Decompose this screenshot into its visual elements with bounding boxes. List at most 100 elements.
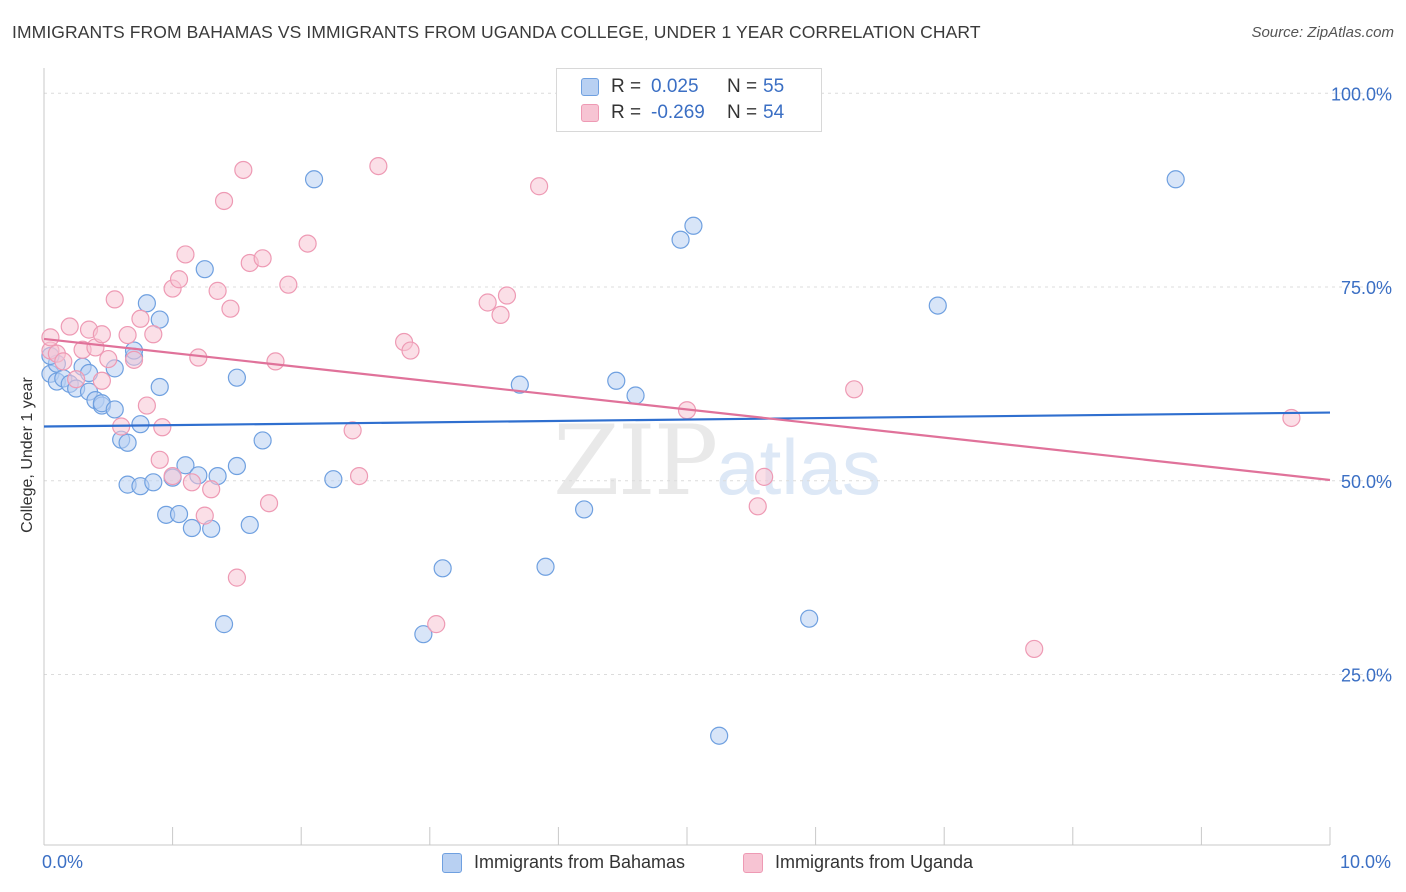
n-value: 55 bbox=[763, 76, 785, 97]
r-value: -0.269 bbox=[651, 102, 705, 123]
data-point-uganda bbox=[131, 309, 150, 328]
data-point-uganda bbox=[755, 467, 774, 486]
data-point-uganda bbox=[176, 245, 195, 264]
y-tick-label: 100.0% bbox=[1331, 84, 1392, 104]
data-point-bahamas bbox=[710, 726, 729, 745]
data-point-uganda bbox=[124, 350, 144, 369]
series-label-bahamas: Immigrants from Bahamas bbox=[474, 852, 686, 872]
data-point-uganda bbox=[60, 317, 79, 336]
data-point-uganda bbox=[67, 370, 86, 389]
data-point-bahamas bbox=[144, 473, 163, 492]
data-point-bahamas bbox=[214, 615, 234, 634]
data-point-bahamas bbox=[227, 368, 246, 387]
data-point-uganda bbox=[144, 325, 163, 344]
x-tick-label-min: 0.0% bbox=[42, 852, 84, 872]
data-point-bahamas bbox=[195, 260, 214, 279]
data-point-bahamas bbox=[607, 371, 626, 390]
data-point-uganda bbox=[41, 328, 60, 347]
data-point-bahamas bbox=[118, 433, 137, 452]
stats-legend-row-uganda: R = -0.269 N = 54 bbox=[581, 101, 784, 125]
data-point-bahamas bbox=[800, 609, 819, 628]
data-point-uganda bbox=[227, 568, 246, 587]
data-point-bahamas bbox=[928, 296, 947, 315]
stats-legend-row-bahamas: R = 0.025 N = 55 bbox=[581, 75, 784, 99]
r-label: R = bbox=[611, 76, 642, 97]
data-point-uganda bbox=[150, 450, 169, 469]
data-point-uganda bbox=[845, 380, 864, 399]
data-point-bahamas bbox=[253, 431, 272, 450]
data-point-bahamas bbox=[684, 216, 703, 235]
n-label: N = bbox=[727, 76, 758, 97]
data-point-uganda bbox=[298, 234, 317, 253]
data-point-uganda bbox=[118, 325, 137, 345]
y-tick-label: 75.0% bbox=[1341, 278, 1392, 298]
data-point-uganda bbox=[202, 480, 221, 499]
x-tick-label-max: 10.0% bbox=[1340, 852, 1392, 872]
data-point-bahamas bbox=[105, 400, 124, 419]
data-point-uganda bbox=[491, 305, 510, 324]
data-point-uganda bbox=[214, 191, 234, 211]
data-point-uganda bbox=[349, 467, 369, 486]
series-legend-item-uganda: Immigrants from Uganda bbox=[743, 852, 973, 873]
data-point-uganda bbox=[195, 506, 214, 525]
data-point-uganda bbox=[259, 494, 279, 513]
series-label-uganda: Immigrants from Uganda bbox=[775, 852, 974, 872]
data-point-bahamas bbox=[671, 230, 690, 249]
series-legend: Immigrants from Bahamas Immigrants from … bbox=[0, 852, 1406, 876]
legend-swatch-uganda bbox=[581, 104, 599, 122]
r-value: 0.025 bbox=[651, 76, 699, 97]
data-point-bahamas bbox=[131, 415, 150, 434]
watermark-zip: ZIP bbox=[553, 405, 718, 517]
data-point-uganda bbox=[279, 275, 298, 294]
data-point-uganda bbox=[182, 473, 201, 492]
data-point-bahamas bbox=[433, 559, 452, 578]
series-legend-item-bahamas: Immigrants from Bahamas bbox=[442, 852, 685, 873]
data-point-uganda bbox=[266, 352, 285, 371]
data-point-uganda bbox=[748, 497, 767, 516]
data-point-bahamas bbox=[176, 456, 195, 475]
data-point-uganda bbox=[427, 615, 446, 634]
data-point-bahamas bbox=[626, 386, 645, 405]
data-point-bahamas bbox=[575, 500, 594, 519]
data-point-uganda bbox=[253, 249, 272, 268]
data-point-uganda bbox=[92, 325, 111, 344]
data-point-uganda bbox=[401, 341, 420, 360]
y-tick-label: 50.0% bbox=[1341, 472, 1392, 492]
data-point-uganda bbox=[343, 421, 362, 440]
data-point-uganda bbox=[369, 157, 388, 176]
data-point-uganda bbox=[105, 290, 124, 309]
data-point-uganda bbox=[208, 281, 227, 300]
data-point-bahamas bbox=[182, 518, 201, 538]
data-point-uganda bbox=[221, 299, 240, 318]
data-point-uganda bbox=[169, 270, 189, 289]
stats-legend: R = 0.025 N = 55 R = -0.269 N = 54 bbox=[556, 68, 822, 132]
data-point-bahamas bbox=[324, 470, 343, 489]
trend-line-uganda bbox=[43, 337, 1331, 482]
legend-swatch-bahamas bbox=[581, 78, 599, 96]
data-point-uganda bbox=[99, 349, 118, 369]
data-point-bahamas bbox=[137, 294, 156, 313]
source-credit: Source: ZipAtlas.com bbox=[1251, 24, 1394, 41]
series-swatch-uganda bbox=[743, 852, 763, 873]
trend-line-bahamas bbox=[43, 411, 1331, 428]
data-point-uganda bbox=[54, 352, 73, 371]
data-point-uganda bbox=[1025, 639, 1044, 659]
y-tick-label: 25.0% bbox=[1341, 666, 1392, 686]
r-label: R = bbox=[611, 102, 642, 123]
watermark: ZIPatlas bbox=[553, 405, 881, 517]
data-point-uganda bbox=[234, 160, 253, 180]
data-point-uganda bbox=[497, 286, 517, 305]
data-point-uganda bbox=[163, 467, 182, 486]
data-point-bahamas bbox=[510, 375, 529, 394]
watermark-atlas: atlas bbox=[716, 423, 881, 511]
data-point-bahamas bbox=[536, 557, 555, 576]
data-point-bahamas bbox=[227, 456, 246, 476]
data-point-uganda bbox=[478, 293, 497, 312]
data-point-bahamas bbox=[304, 170, 324, 189]
data-point-uganda bbox=[530, 177, 549, 196]
n-label: N = bbox=[727, 102, 758, 123]
series-swatch-bahamas bbox=[442, 852, 462, 873]
data-point-bahamas bbox=[169, 504, 189, 524]
chart-title: IMMIGRANTS FROM BAHAMAS VS IMMIGRANTS FR… bbox=[12, 22, 981, 42]
